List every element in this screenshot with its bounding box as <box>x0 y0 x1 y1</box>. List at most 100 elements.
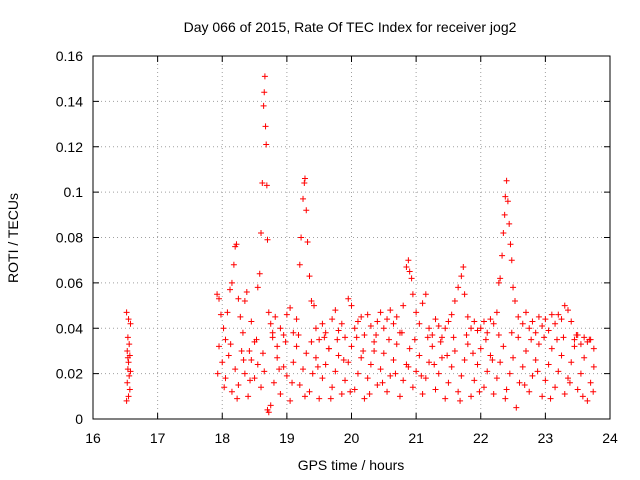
data-point <box>577 370 584 377</box>
y-tick-label: 0.08 <box>56 230 83 246</box>
data-point <box>435 370 442 377</box>
data-point <box>235 295 242 302</box>
data-point <box>493 309 500 316</box>
data-point <box>471 377 478 384</box>
data-point <box>345 359 352 366</box>
data-point <box>532 329 539 336</box>
data-point <box>558 316 565 323</box>
data-point <box>296 381 303 388</box>
data-points <box>123 73 597 416</box>
data-point <box>413 368 420 375</box>
data-point <box>259 350 266 357</box>
data-point <box>528 336 535 343</box>
data-point <box>265 309 272 316</box>
data-point <box>272 313 279 320</box>
data-point <box>503 386 510 393</box>
data-point <box>345 295 352 302</box>
data-point <box>267 320 274 327</box>
data-point <box>542 377 549 384</box>
data-point <box>405 257 412 264</box>
data-point <box>287 304 294 311</box>
data-point <box>227 341 234 348</box>
data-point <box>426 359 433 366</box>
data-point <box>222 336 229 343</box>
data-point <box>267 402 274 409</box>
data-point <box>124 354 131 361</box>
data-point <box>384 316 391 323</box>
chart-title: Day 066 of 2015, Rate Of TEC Index for r… <box>184 19 517 35</box>
data-point <box>522 309 529 316</box>
data-point <box>418 372 425 379</box>
data-point <box>220 325 227 332</box>
data-point <box>254 361 261 368</box>
x-tick-label: 18 <box>214 430 230 446</box>
data-point <box>586 336 593 343</box>
data-point <box>274 343 281 350</box>
data-point <box>277 325 284 332</box>
data-point <box>300 366 307 373</box>
data-point <box>221 384 228 391</box>
data-point <box>227 286 234 293</box>
data-point <box>374 381 381 388</box>
data-point <box>406 268 413 275</box>
data-point <box>568 359 575 366</box>
data-point <box>555 368 562 375</box>
data-point <box>327 395 334 402</box>
data-point <box>510 284 517 291</box>
data-point <box>265 409 272 416</box>
data-point <box>303 207 310 214</box>
data-point <box>500 229 507 236</box>
data-point <box>322 329 329 336</box>
data-point <box>289 379 296 386</box>
data-point <box>469 350 476 357</box>
data-point <box>442 395 449 402</box>
data-point <box>541 334 548 341</box>
data-point <box>400 377 407 384</box>
y-tick-label: 0.16 <box>56 48 83 64</box>
data-point <box>308 338 315 345</box>
data-point <box>497 359 504 366</box>
data-point <box>384 388 391 395</box>
data-point <box>442 325 449 332</box>
data-point <box>409 384 416 391</box>
data-point <box>545 361 552 368</box>
data-point <box>451 298 458 305</box>
data-point <box>258 384 265 391</box>
data-point <box>461 291 468 298</box>
data-point <box>301 180 308 187</box>
data-point <box>260 102 267 109</box>
data-point <box>463 332 470 339</box>
data-point <box>526 388 533 395</box>
data-point <box>125 393 132 400</box>
data-point <box>214 370 221 377</box>
data-point <box>306 388 313 395</box>
data-point <box>306 273 313 280</box>
x-tick-label: 17 <box>150 430 166 446</box>
data-point <box>234 395 241 402</box>
data-point <box>224 309 231 316</box>
data-point <box>561 302 568 309</box>
data-point <box>298 234 305 241</box>
data-point <box>495 279 502 286</box>
data-point <box>419 391 426 398</box>
data-point <box>367 322 374 329</box>
data-point <box>125 316 132 323</box>
data-point <box>361 395 368 402</box>
data-point <box>513 404 520 411</box>
data-point <box>584 397 591 404</box>
data-point <box>263 182 270 189</box>
data-point <box>564 375 571 382</box>
data-point <box>325 345 332 352</box>
data-point <box>228 279 235 286</box>
data-point <box>512 298 519 305</box>
data-point <box>237 313 244 320</box>
data-point <box>437 338 444 345</box>
x-tick-label: 21 <box>408 430 424 446</box>
data-point <box>500 343 507 350</box>
data-point <box>371 347 378 354</box>
data-point <box>248 318 255 325</box>
data-point <box>240 357 247 364</box>
data-point <box>261 368 268 375</box>
data-point <box>374 318 381 325</box>
data-point <box>216 295 223 302</box>
